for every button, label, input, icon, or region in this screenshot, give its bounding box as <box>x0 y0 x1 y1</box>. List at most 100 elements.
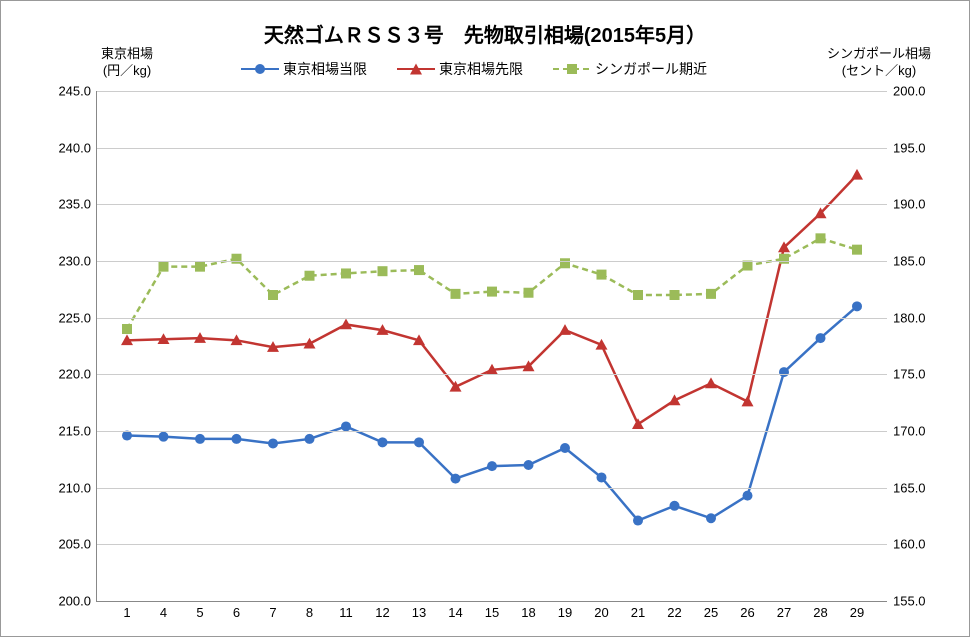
series-tokyo-togetsu-marker <box>670 501 680 511</box>
series-singapore-marker <box>232 254 242 264</box>
series-tokyo-saki-line <box>127 175 857 424</box>
series-tokyo-togetsu-marker <box>852 301 862 311</box>
legend-item: 東京相場当限 <box>241 59 367 79</box>
series-singapore-marker <box>268 290 278 300</box>
series-tokyo-saki-marker <box>632 418 644 429</box>
series-singapore-marker <box>159 262 169 272</box>
legend-label: 東京相場先限 <box>439 59 523 79</box>
y-tick-left: 210.0 <box>58 480 97 495</box>
y-tick-left: 235.0 <box>58 197 97 212</box>
series-tokyo-togetsu-marker <box>816 333 826 343</box>
x-tick: 28 <box>813 601 827 620</box>
x-tick: 21 <box>631 601 645 620</box>
x-tick: 4 <box>160 601 167 620</box>
gridline <box>97 148 887 149</box>
gridline <box>97 261 887 262</box>
triangle-icon <box>410 64 422 75</box>
gridline <box>97 488 887 489</box>
y-tick-right: 200.0 <box>887 84 926 99</box>
legend-label: 東京相場当限 <box>283 59 367 79</box>
y-tick-right: 180.0 <box>887 310 926 325</box>
x-tick: 20 <box>594 601 608 620</box>
y-left-label-2: (円／kg) <box>103 63 151 78</box>
series-singapore-marker <box>122 324 132 334</box>
y-tick-right: 190.0 <box>887 197 926 212</box>
series-singapore-marker <box>597 270 607 280</box>
x-tick: 19 <box>558 601 572 620</box>
y-right-label-1: シンガポール相場 <box>827 46 931 61</box>
x-tick: 29 <box>850 601 864 620</box>
series-singapore-marker <box>706 289 716 299</box>
series-singapore-line <box>127 238 857 329</box>
series-tokyo-togetsu-marker <box>305 434 315 444</box>
series-tokyo-saki-marker <box>559 324 571 335</box>
x-tick: 8 <box>306 601 313 620</box>
x-tick: 12 <box>375 601 389 620</box>
y-tick-right: 170.0 <box>887 424 926 439</box>
series-singapore-marker <box>670 290 680 300</box>
y-tick-left: 205.0 <box>58 537 97 552</box>
series-tokyo-togetsu-marker <box>268 438 278 448</box>
y-tick-left: 225.0 <box>58 310 97 325</box>
x-tick: 14 <box>448 601 462 620</box>
x-tick: 11 <box>339 601 353 620</box>
y-axis-right-label: シンガポール相場 (セント／kg) <box>827 46 931 80</box>
series-tokyo-togetsu-marker <box>122 431 132 441</box>
series-singapore-marker <box>816 233 826 243</box>
y-tick-right: 195.0 <box>887 140 926 155</box>
series-tokyo-togetsu-marker <box>341 421 351 431</box>
series-singapore-marker <box>378 266 388 276</box>
y-tick-right: 165.0 <box>887 480 926 495</box>
x-tick: 6 <box>233 601 240 620</box>
y-tick-left: 200.0 <box>58 594 97 609</box>
chart-svg <box>97 91 887 601</box>
series-singapore-marker <box>560 258 570 268</box>
series-tokyo-togetsu-marker <box>451 474 461 484</box>
series-tokyo-togetsu-marker <box>159 432 169 442</box>
y-tick-right: 155.0 <box>887 594 926 609</box>
legend-label: シンガポール期近 <box>595 59 707 79</box>
series-tokyo-saki-marker <box>705 377 717 388</box>
series-singapore-marker <box>195 262 205 272</box>
chart-container: 天然ゴムＲＳＳ３号 先物取引相場(2015年5月） 東京相場 (円／kg) シン… <box>0 0 970 637</box>
y-tick-left: 220.0 <box>58 367 97 382</box>
square-icon <box>567 64 577 74</box>
x-tick: 15 <box>485 601 499 620</box>
series-singapore-marker <box>852 245 862 255</box>
x-tick: 7 <box>269 601 276 620</box>
series-singapore-marker <box>414 265 424 275</box>
gridline <box>97 374 887 375</box>
y-tick-right: 185.0 <box>887 254 926 269</box>
x-tick: 22 <box>667 601 681 620</box>
series-singapore-marker <box>305 271 315 281</box>
x-tick: 25 <box>704 601 718 620</box>
y-tick-left: 240.0 <box>58 140 97 155</box>
y-tick-left: 230.0 <box>58 254 97 269</box>
series-tokyo-saki-marker <box>851 169 863 180</box>
legend-line-icon <box>241 68 279 71</box>
series-singapore-marker <box>743 261 753 271</box>
x-tick: 5 <box>196 601 203 620</box>
y-tick-right: 175.0 <box>887 367 926 382</box>
series-tokyo-togetsu-marker <box>378 437 388 447</box>
y-left-label-1: 東京相場 <box>101 46 153 61</box>
series-singapore-marker <box>341 268 351 278</box>
series-singapore-marker <box>451 289 461 299</box>
plot-area: 200.0155.0205.0160.0210.0165.0215.0170.0… <box>96 91 887 602</box>
y-tick-left: 215.0 <box>58 424 97 439</box>
x-tick: 18 <box>521 601 535 620</box>
gridline <box>97 544 887 545</box>
series-tokyo-togetsu-marker <box>524 460 534 470</box>
series-tokyo-togetsu-marker <box>597 472 607 482</box>
y-tick-left: 245.0 <box>58 84 97 99</box>
gridline <box>97 204 887 205</box>
series-tokyo-togetsu-marker <box>633 516 643 526</box>
series-tokyo-togetsu-marker <box>779 367 789 377</box>
x-tick: 1 <box>123 601 130 620</box>
legend-line-icon <box>553 68 591 70</box>
series-tokyo-togetsu-marker <box>232 434 242 444</box>
x-tick: 26 <box>740 601 754 620</box>
gridline <box>97 91 887 92</box>
series-tokyo-saki-marker <box>742 396 754 407</box>
legend: 東京相場当限 東京相場先限 シンガポール期近 <box>241 59 707 79</box>
